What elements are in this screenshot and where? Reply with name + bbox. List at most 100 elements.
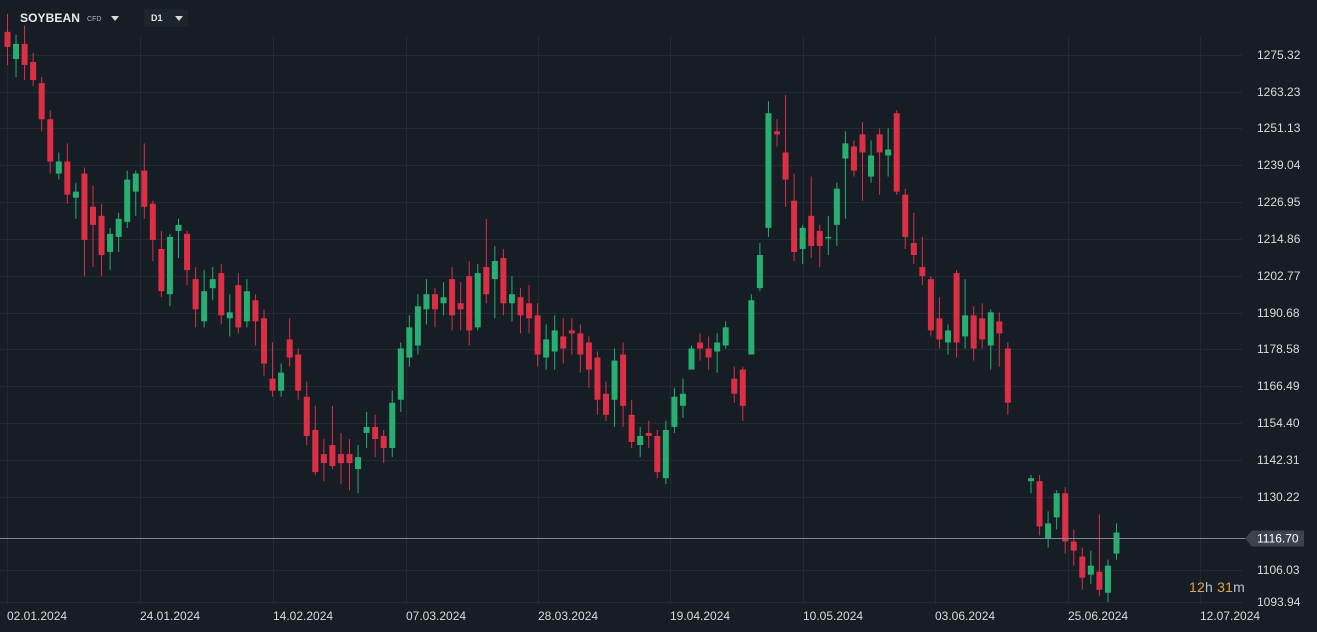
bearish-candle — [560, 318, 567, 364]
candle-body — [483, 267, 490, 295]
bearish-candle — [850, 140, 857, 177]
bearish-candle — [927, 276, 934, 337]
candle-body — [303, 396, 310, 436]
candle-body — [799, 227, 806, 249]
bullish-candle — [132, 170, 139, 216]
candle-body — [192, 279, 199, 310]
bearish-candle — [312, 405, 319, 476]
candle-body — [226, 312, 233, 319]
candle-body — [1079, 556, 1086, 578]
bearish-candle — [816, 224, 823, 268]
bearish-candle — [1096, 514, 1103, 596]
candle-body — [389, 402, 396, 449]
bearish-candle — [568, 318, 575, 355]
bullish-candle — [799, 224, 806, 265]
bullish-candle — [722, 321, 729, 349]
date-tick-label: 10.05.2024 — [803, 609, 863, 623]
bullish-candle — [508, 276, 515, 322]
price-axis[interactable]: 1275.32 1263.23 1251.13 1239.04 1226.95 1214.… — [1245, 48, 1304, 609]
bullish-candle — [987, 309, 994, 370]
candle-body — [876, 134, 883, 153]
candle-body — [81, 173, 88, 240]
bullish-candle — [833, 182, 840, 246]
price-tick-label: 1106.03 — [1257, 563, 1300, 577]
bearish-candle — [329, 405, 336, 470]
candle-body — [4, 31, 11, 47]
chart-toolbar: SOYBEAN CFD D1 — [0, 0, 1317, 36]
bearish-candle — [457, 282, 464, 331]
candle-body — [842, 143, 849, 159]
price-tick-label: 1251.13 — [1257, 121, 1301, 135]
candle-body — [671, 396, 678, 427]
candle-body — [645, 432, 652, 436]
candle-body — [474, 273, 481, 328]
bearish-candle — [192, 267, 199, 328]
candle-body — [739, 369, 746, 406]
bearish-candle — [791, 173, 798, 262]
bullish-candle — [166, 233, 173, 307]
candle-body — [64, 161, 71, 195]
bullish-candle — [611, 348, 618, 427]
candle-body — [175, 224, 182, 231]
bearish-candle — [235, 273, 242, 334]
candle-body — [243, 291, 250, 322]
candle-body — [987, 312, 994, 346]
candle-body — [611, 360, 618, 400]
candle-body — [132, 173, 139, 192]
current-price-label: 1116.70 — [1257, 532, 1299, 546]
timeframe-label: D1 — [151, 13, 163, 23]
candle-body — [748, 300, 755, 355]
bullish-candle — [201, 270, 208, 328]
bearish-candle — [295, 348, 302, 400]
symbol-selector[interactable]: SOYBEAN CFD — [12, 8, 127, 28]
bullish-candle — [55, 152, 62, 180]
candle-body — [697, 342, 704, 349]
bearish-candle — [893, 110, 900, 195]
bearish-candle — [269, 342, 276, 397]
bullish-candle — [491, 245, 498, 319]
bullish-candle — [1113, 523, 1120, 560]
bullish-candle — [945, 324, 951, 355]
candle-body — [620, 354, 627, 406]
candle-body — [432, 294, 438, 310]
candle-body — [372, 426, 379, 439]
bearish-candle — [372, 414, 379, 458]
candle-body — [910, 242, 917, 256]
candle-body — [594, 357, 601, 400]
bearish-candle — [594, 351, 601, 415]
bearish-candle — [936, 297, 943, 349]
candlestick-series — [4, 13, 1120, 602]
candle-body — [543, 339, 550, 358]
candle-body — [115, 218, 122, 237]
time-axis[interactable]: 02.01.2024 24.01.2024 14.02.2024 07.03.2024… — [7, 609, 1260, 623]
bearish-candle — [218, 264, 225, 325]
candle-body — [850, 146, 857, 171]
timeframe-selector[interactable]: D1 — [144, 9, 188, 27]
bullish-candle — [278, 363, 285, 397]
bullish-candle — [551, 315, 558, 370]
candle-body — [756, 255, 763, 289]
candle-body — [816, 230, 823, 246]
candle-body — [337, 454, 344, 464]
candle-body — [201, 291, 208, 322]
bearish-candle — [1004, 342, 1011, 415]
candle-body — [1113, 532, 1120, 554]
candle-body — [662, 429, 669, 479]
bullish-candle — [825, 215, 832, 256]
bearish-candle — [953, 270, 960, 358]
bullish-candle — [662, 420, 669, 485]
candle-body — [859, 134, 866, 153]
candle-body — [637, 435, 644, 445]
candle-body — [1070, 541, 1077, 551]
candle-body — [269, 378, 276, 391]
candle-body — [47, 119, 54, 162]
candle-body — [508, 294, 515, 304]
price-tick-label: 1093.94 — [1257, 595, 1301, 609]
bearish-candle — [645, 420, 652, 449]
chevron-down-icon — [111, 15, 120, 21]
bullish-candle — [72, 182, 79, 219]
candle-body — [440, 297, 447, 304]
bullish-candle — [363, 411, 370, 449]
bearish-candle — [705, 336, 712, 370]
